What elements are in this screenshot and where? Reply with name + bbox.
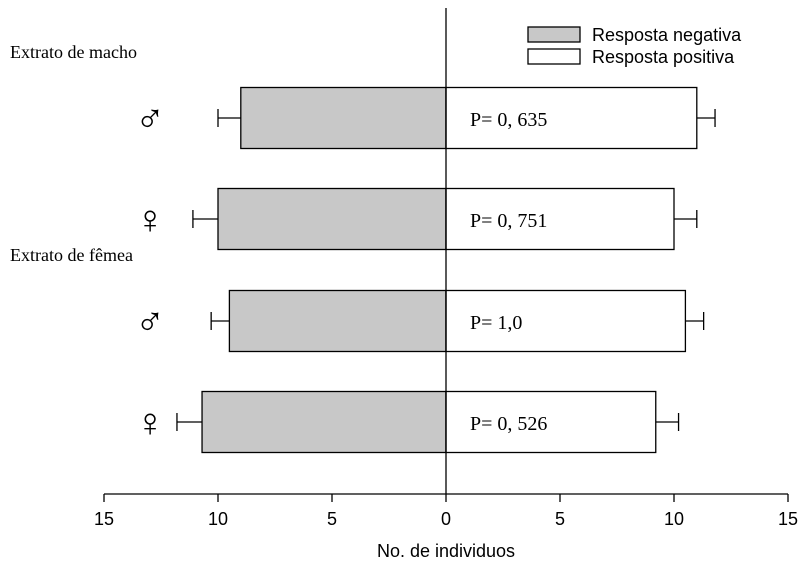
x-tick-label: 10 — [208, 509, 228, 529]
x-tick-label: 0 — [441, 509, 451, 529]
p-value-label: P= 0, 635 — [470, 109, 547, 131]
positive-bar — [445, 187, 675, 251]
p-value-label: P= 1,0 — [470, 312, 522, 334]
legend-swatch — [527, 26, 581, 43]
negative-bar — [217, 187, 447, 251]
group-label: Extrato de fêmea — [10, 245, 133, 265]
legend-label: Resposta negativa — [592, 25, 742, 45]
group-label: Extrato de macho — [10, 42, 137, 62]
legend-swatch — [527, 48, 581, 65]
negative-bar — [228, 289, 447, 353]
male-symbol-icon: ♂ — [135, 300, 165, 344]
labels-layer: P= 0, 635♂P= 0, 751♀P= 1,0♂P= 0, 526♀Ext… — [10, 42, 547, 445]
female-symbol-icon: ♀ — [135, 198, 165, 242]
x-tick-label: 15 — [778, 509, 798, 529]
bars-layer — [176, 86, 716, 454]
negative-bar — [201, 390, 447, 454]
x-tick-label: 10 — [664, 509, 684, 529]
p-value-label: P= 0, 526 — [470, 413, 547, 435]
x-tick-label: 5 — [555, 509, 565, 529]
x-axis: 15 10 5 0 5 10 15 No. de individuos — [94, 8, 798, 561]
female-symbol-icon: ♀ — [135, 401, 165, 445]
positive-bar — [445, 289, 687, 353]
legend-label: Resposta positiva — [592, 47, 735, 67]
positive-bar — [445, 86, 698, 150]
x-axis-label: No. de individuos — [377, 541, 515, 561]
male-symbol-icon: ♂ — [135, 97, 165, 141]
x-tick-label: 5 — [327, 509, 337, 529]
x-tick-label: 15 — [94, 509, 114, 529]
p-value-label: P= 0, 751 — [470, 210, 547, 232]
positive-bar — [445, 390, 657, 454]
negative-bar — [240, 86, 447, 150]
